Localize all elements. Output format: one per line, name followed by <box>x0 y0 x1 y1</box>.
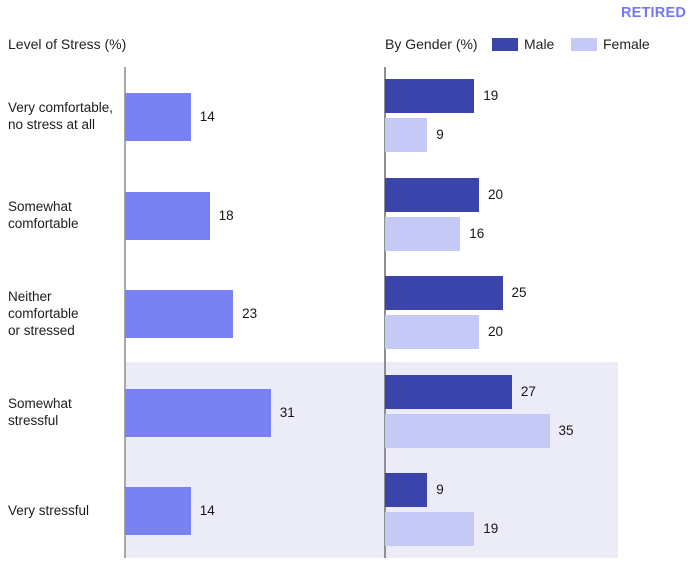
total-value-somewhat-comfortable: 18 <box>218 207 234 223</box>
female-bar-very-stressful <box>385 512 475 547</box>
category-label-very-comfortable: Very comfortable, no stress at all <box>8 100 114 132</box>
category-label-very-stressful: Very stressful <box>8 502 90 518</box>
male-bar-very-comfortable <box>385 79 475 113</box>
left-chart-title: Level of Stress (%) <box>8 36 127 52</box>
male-value-somewhat-comfortable: 20 <box>488 186 504 202</box>
male-legend-swatch-icon <box>492 37 518 51</box>
female-bar-somewhat-comfortable <box>385 216 461 251</box>
report-tag: RETIRED <box>620 5 686 21</box>
total-value-very-stressful: 14 <box>199 503 215 519</box>
female-value-very-comfortable: 9 <box>436 127 444 142</box>
total-value-neither-comfortable-or-stressed: 23 <box>242 306 258 322</box>
total-bar-somewhat-stressful <box>125 388 271 437</box>
male-value-neither-comfortable-or-stressed: 25 <box>511 285 527 301</box>
total-bar-neither-comfortable-or-stressed <box>125 290 234 339</box>
legend-item-male: Male <box>492 36 554 52</box>
female-value-somewhat-comfortable: 16 <box>469 225 485 241</box>
legend-item-female: Female <box>571 36 650 52</box>
total-bar-very-stressful <box>125 487 191 536</box>
right-chart-title: By Gender (%) <box>385 36 478 52</box>
male-bar-somewhat-stressful <box>385 374 512 409</box>
total-bar-very-comfortable <box>125 93 191 141</box>
male-bar-somewhat-comfortable <box>385 177 479 212</box>
category-label-somewhat-comfortable: Somewhat comfortable <box>8 198 79 231</box>
female-bar-somewhat-stressful <box>385 413 550 448</box>
right-chart-axis-line <box>384 67 386 558</box>
category-label-somewhat-stressful: Somewhat stressful <box>8 395 72 428</box>
male-bar-neither-comfortable-or-stressed <box>385 276 503 311</box>
female-legend-label: Female <box>603 36 650 52</box>
category-label-neither-comfortable-or-stressed: Neither comfortable or stressed <box>8 288 79 338</box>
male-value-very-stressful: 9 <box>436 482 444 498</box>
male-bar-very-stressful <box>385 473 428 508</box>
female-value-neither-comfortable-or-stressed: 20 <box>488 324 504 340</box>
male-value-very-comfortable: 19 <box>483 88 499 103</box>
male-value-somewhat-stressful: 27 <box>520 383 536 399</box>
female-value-somewhat-stressful: 35 <box>558 422 574 438</box>
female-bar-very-comfortable <box>385 118 428 152</box>
total-value-very-comfortable: 14 <box>199 109 215 124</box>
female-legend-swatch-icon <box>571 37 597 51</box>
total-value-somewhat-stressful: 31 <box>279 404 295 420</box>
total-bar-somewhat-comfortable <box>125 191 210 240</box>
female-value-very-stressful: 19 <box>483 521 499 537</box>
male-legend-label: Male <box>524 36 555 52</box>
female-bar-neither-comfortable-or-stressed <box>385 315 479 350</box>
